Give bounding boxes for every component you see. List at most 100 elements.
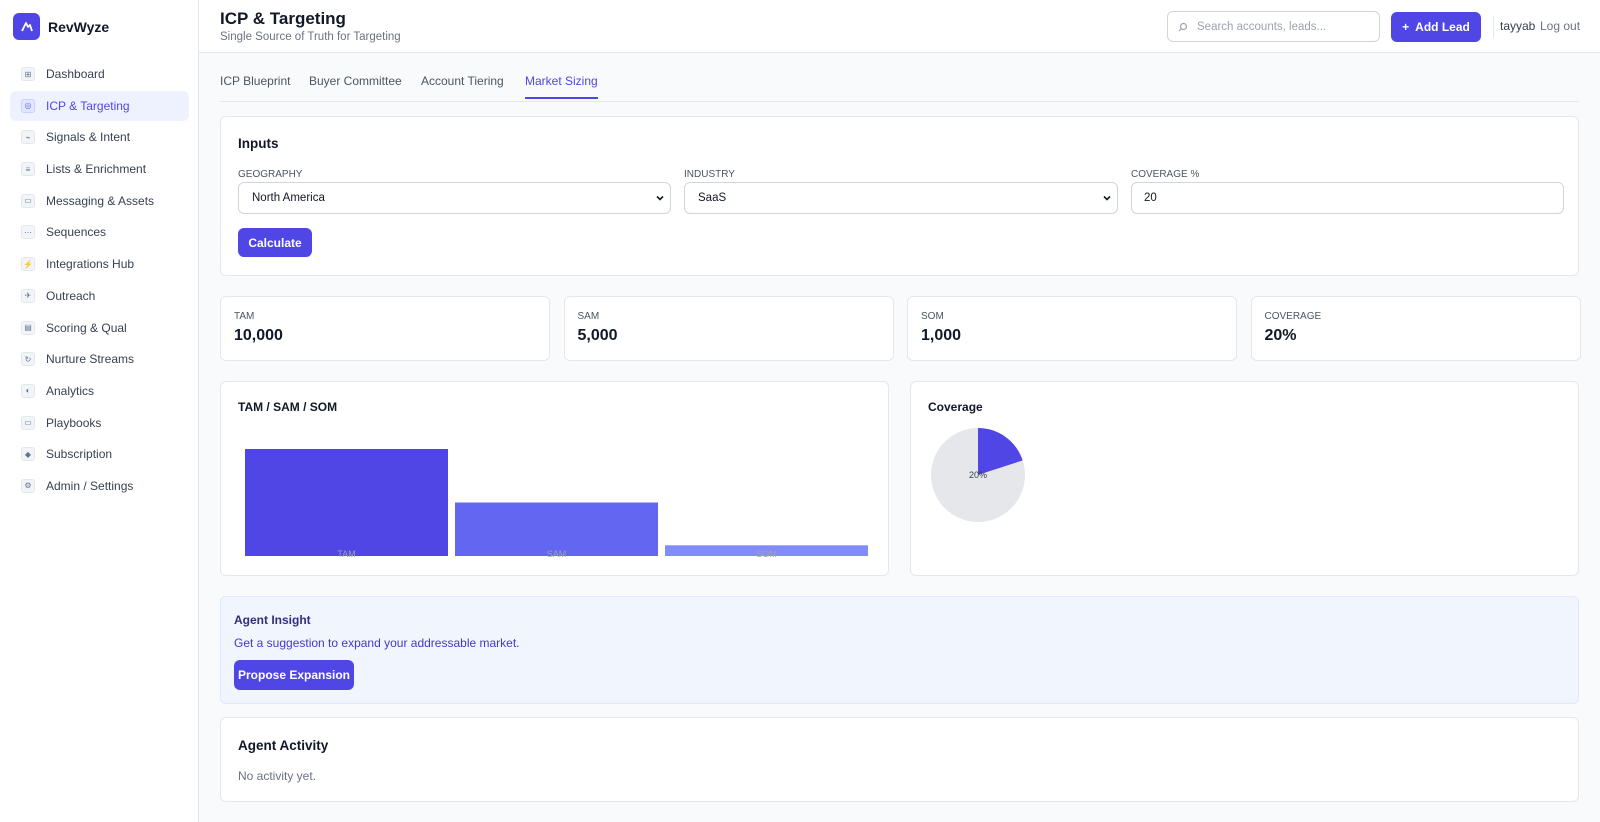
revwyze-logo-icon <box>13 13 40 40</box>
inputs-card: Inputs GEOGRAPHY North America INDUSTRY … <box>220 116 1579 276</box>
sidebar-item-playbooks[interactable]: ▭ Playbooks <box>10 408 189 438</box>
sidebar-item-subscription[interactable]: ◆ Subscription <box>10 439 189 469</box>
sidebar-item-label: ICP & Targeting <box>46 98 130 113</box>
plus-icon: + <box>1402 20 1410 34</box>
coverage-value: 20 <box>1144 192 1157 204</box>
page-subtitle: Single Source of Truth for Targeting <box>220 31 401 43</box>
industry-label: INDUSTRY <box>684 169 735 180</box>
playbooks-icon: ▭ <box>21 415 35 430</box>
tab-market-sizing[interactable]: Market Sizing <box>525 74 598 99</box>
tab-buyer-committee[interactable]: Buyer Committee <box>309 74 402 88</box>
messaging-assets-icon: ▭ <box>21 193 35 208</box>
sidebar-item-admin-settings[interactable]: ⚙ Admin / Settings <box>10 471 189 501</box>
analytics-icon: ◐ <box>21 383 35 398</box>
sidebar-item-nurture-streams[interactable]: ↻ Nurture Streams <box>10 344 189 374</box>
add-lead-label: Add Lead <box>1415 20 1470 34</box>
username: tayyab <box>1500 19 1536 33</box>
sidebar-item-icp-targeting[interactable]: ◎ ICP & Targeting <box>10 90 189 121</box>
sidebar-item-label: Nurture Streams <box>46 352 135 367</box>
stat-card-som: SOM 1,000 <box>907 296 1237 361</box>
activity-empty-text: No activity yet. <box>238 769 317 783</box>
nurture-streams-icon: ↻ <box>21 352 35 367</box>
chevron-down-icon <box>656 195 664 201</box>
bar-chart: TAM SAM SOM <box>245 449 868 559</box>
pie-chart-title: Coverage <box>928 400 983 414</box>
brand[interactable]: RevWyze <box>13 13 109 40</box>
bar-som <box>665 545 868 556</box>
coverage-input[interactable]: 20 <box>1131 182 1564 214</box>
stat-value: 5,000 <box>577 327 618 344</box>
sidebar-item-outreach[interactable]: ✈ Outreach <box>10 281 189 311</box>
search-icon <box>1178 22 1188 31</box>
sequences-icon: ⋯ <box>21 225 35 240</box>
sidebar-item-label: Scoring & Qual <box>46 320 127 335</box>
brand-name: RevWyze <box>48 18 110 35</box>
add-lead-button[interactable]: + Add Lead <box>1391 12 1481 42</box>
stat-card-sam: SAM 5,000 <box>563 296 894 361</box>
stat-value: 20% <box>1264 327 1297 344</box>
industry-value: SaaS <box>698 192 727 204</box>
stat-card-tam: TAM 10,000 <box>220 296 550 361</box>
pie-chart: 20% <box>931 428 1025 522</box>
sidebar-item-label: Admin / Settings <box>46 478 134 493</box>
bar-tick-label: SOM <box>756 549 777 559</box>
signals-intent-icon: ⌁ <box>21 130 35 145</box>
sidebar-item-label: Lists & Enrichment <box>46 162 147 177</box>
pie-data-label: 20% <box>969 470 987 480</box>
insight-text: Get a suggestion to expand your addressa… <box>234 636 520 650</box>
tab-bar: ICP Blueprint Buyer Committee Account Tier… <box>220 63 1579 102</box>
sidebar-item-label: Playbooks <box>46 415 102 430</box>
sidebar-item-label: Integrations Hub <box>46 257 135 272</box>
stat-value: 10,000 <box>234 327 283 344</box>
subscription-icon: ◆ <box>21 447 35 462</box>
sidebar-item-label: Dashboard <box>46 67 105 81</box>
header-divider <box>1493 16 1494 38</box>
agent-insight-card: Agent Insight Get a suggestion to expand… <box>220 596 1579 704</box>
bar-chart-title: TAM / SAM / SOM <box>238 400 338 414</box>
inputs-title: Inputs <box>238 136 279 151</box>
integrations-hub-icon: ⚡ <box>21 257 35 272</box>
tab-account-tiering[interactable]: Account Tiering <box>421 74 504 88</box>
stat-label: TAM <box>234 311 255 322</box>
sidebar-item-label: Outreach <box>46 288 96 303</box>
icp-targeting-icon: ◎ <box>21 98 35 113</box>
bar-tam <box>245 449 448 556</box>
geography-label: GEOGRAPHY <box>238 169 303 180</box>
sidebar-item-signals-intent[interactable]: ⌁ Signals & Intent <box>10 122 189 152</box>
sidebar-item-integrations-hub[interactable]: ⚡ Integrations Hub <box>10 249 189 279</box>
bar-tick-label: SAM <box>547 549 567 559</box>
sidebar-item-label: Sequences <box>46 225 107 240</box>
lists-enrichment-icon: ≡ <box>21 162 35 177</box>
coverage-label: COVERAGE % <box>1131 169 1200 180</box>
insight-title: Agent Insight <box>234 613 311 627</box>
pie-slice-covered <box>978 428 1023 475</box>
search-box[interactable] <box>1167 11 1380 42</box>
scoring-qual-icon: ▤ <box>21 320 35 335</box>
top-header: ICP & Targeting Single Source of Truth f… <box>199 0 1600 53</box>
search-input[interactable] <box>1197 20 1367 33</box>
geography-value: North America <box>252 192 325 204</box>
chevron-down-icon <box>1103 195 1111 201</box>
sidebar-item-label: Subscription <box>46 447 113 462</box>
calculate-button[interactable]: Calculate <box>238 228 312 257</box>
dashboard-icon: ⊞ <box>21 67 35 81</box>
industry-select[interactable]: SaaS <box>684 182 1118 214</box>
sidebar-item-messaging-assets[interactable]: ▭ Messaging & Assets <box>10 186 189 216</box>
sidebar-item-dashboard[interactable]: ⊞ Dashboard <box>10 59 189 89</box>
sidebar-item-label: Messaging & Assets <box>46 193 155 208</box>
logout-link[interactable]: Log out <box>1540 19 1581 33</box>
agent-activity-card: Agent Activity No activity yet. <box>220 717 1579 802</box>
sidebar-item-sequences[interactable]: ⋯ Sequences <box>10 217 189 247</box>
geography-select[interactable]: North America <box>238 182 671 214</box>
admin-settings-icon: ⚙ <box>21 478 35 493</box>
sidebar-item-label: Signals & Intent <box>46 130 131 145</box>
bar-sam <box>455 502 658 556</box>
sidebar: RevWyze ⊞ Dashboard ◎ ICP & Targeting ⌁ Signa… <box>0 0 199 822</box>
sidebar-item-scoring-qual[interactable]: ▤ Scoring & Qual <box>10 313 189 343</box>
propose-expansion-button[interactable]: Propose Expansion <box>234 660 354 690</box>
pie-slice-remaining <box>931 428 1025 522</box>
tab-icp-blueprint[interactable]: ICP Blueprint <box>220 74 291 88</box>
sidebar-item-analytics[interactable]: ◐ Analytics <box>10 376 189 406</box>
sidebar-item-lists-enrichment[interactable]: ≡ Lists & Enrichment <box>10 154 189 184</box>
stat-label: COVERAGE <box>1264 311 1322 322</box>
